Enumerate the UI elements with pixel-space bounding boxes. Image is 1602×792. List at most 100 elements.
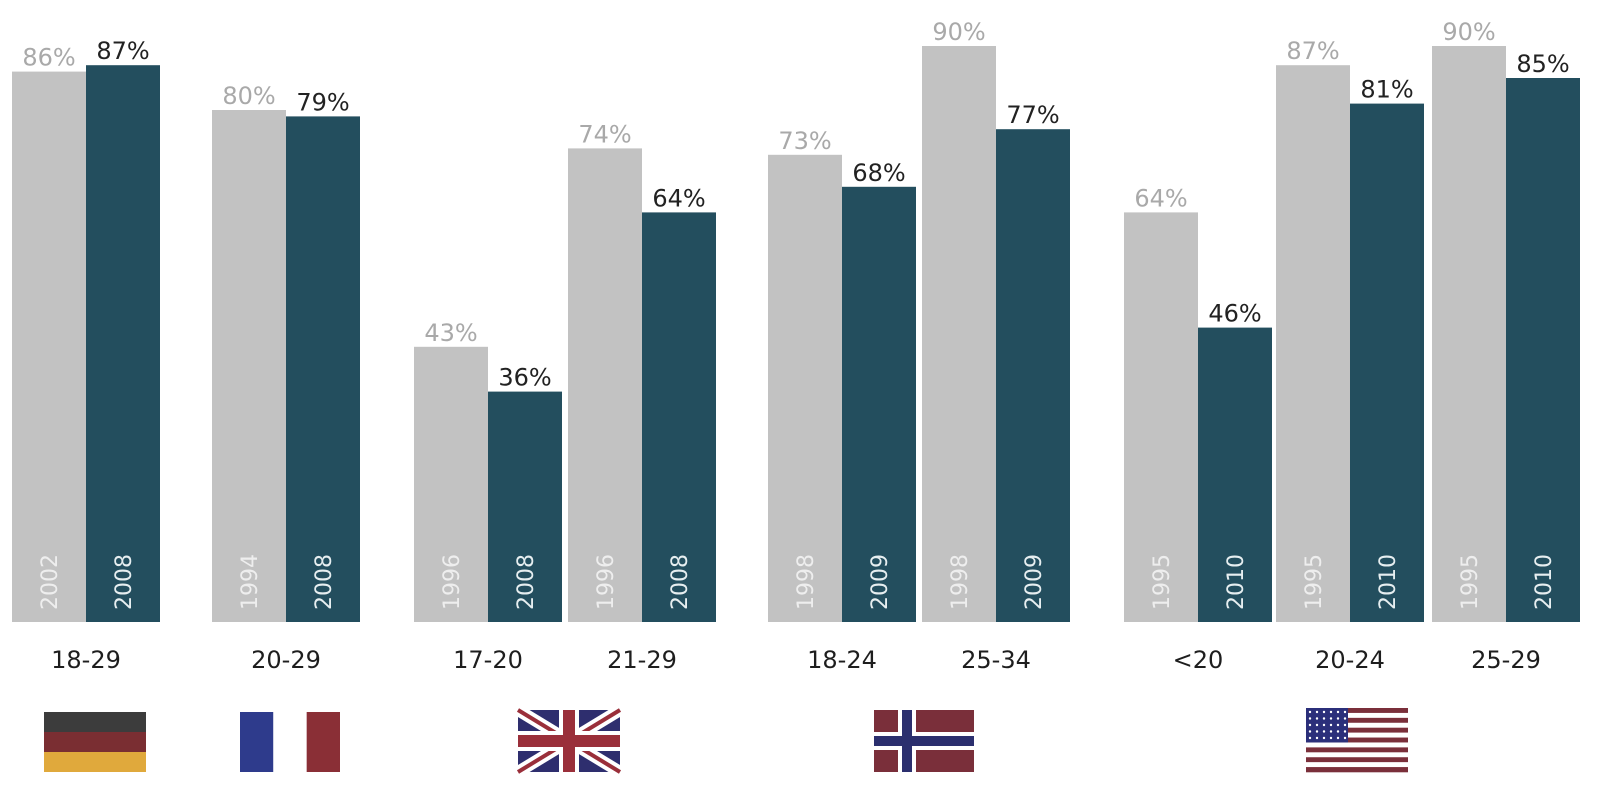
value-label: 81% xyxy=(1360,76,1413,104)
age-group-label: <20 xyxy=(1173,646,1224,674)
age-group-label: 20-29 xyxy=(251,646,321,674)
value-label: 90% xyxy=(1442,18,1495,46)
flag-star xyxy=(1343,730,1347,733)
flag-stripe xyxy=(1306,742,1408,748)
germany-flag-icon xyxy=(44,712,146,772)
flag-star xyxy=(1343,736,1347,740)
bar-25-29-1995 xyxy=(1432,46,1506,622)
bar-21-29-1996 xyxy=(568,148,642,622)
flag-star xyxy=(1315,717,1319,720)
flag-star xyxy=(1308,723,1312,727)
value-label: 85% xyxy=(1516,50,1569,78)
france-flag-icon xyxy=(240,712,340,772)
flag-stripe xyxy=(1306,767,1408,773)
flag-star xyxy=(1329,717,1333,720)
value-label: 74% xyxy=(578,120,631,148)
flag-stripe xyxy=(1306,727,1408,733)
bar-18-24-1998 xyxy=(768,154,842,623)
flag-star xyxy=(1336,710,1340,714)
value-label: 64% xyxy=(652,184,705,212)
year-label: 2008 xyxy=(668,554,693,610)
flag-stripe xyxy=(44,752,146,772)
flag-stripe xyxy=(1306,752,1408,758)
year-label: 2009 xyxy=(868,554,893,610)
flag-stripe xyxy=(44,732,146,752)
year-label: 1994 xyxy=(238,554,263,610)
flag-cross xyxy=(874,736,974,746)
bar-25-34-1998 xyxy=(922,46,996,622)
value-label: 90% xyxy=(932,18,985,46)
age-group-label: 18-24 xyxy=(807,646,877,674)
value-label: 77% xyxy=(1006,101,1059,129)
flag-star xyxy=(1315,730,1319,733)
bar-20-24-2010 xyxy=(1350,103,1424,623)
value-label: 79% xyxy=(296,88,349,116)
flag-star xyxy=(1322,717,1326,720)
flag-star xyxy=(1315,723,1319,727)
flag-stripe xyxy=(1306,717,1408,724)
flag-star xyxy=(1329,723,1333,727)
flag-stripe xyxy=(1306,708,1408,714)
bar-18-29-2002 xyxy=(12,71,86,623)
flag-star xyxy=(1336,717,1340,720)
flag-star xyxy=(1329,730,1333,733)
flag-stripe xyxy=(1306,757,1408,763)
flag-star xyxy=(1308,730,1312,733)
flags-layer xyxy=(44,704,1408,778)
flag-stripe xyxy=(306,712,340,772)
value-label: 43% xyxy=(424,319,477,347)
year-label: 2002 xyxy=(38,554,63,610)
flag-star xyxy=(1343,710,1347,714)
year-label: 2010 xyxy=(1224,554,1249,610)
flag-star xyxy=(1322,736,1326,740)
flag-cross xyxy=(518,735,620,747)
flag-star xyxy=(1343,723,1347,727)
value-label: 80% xyxy=(222,82,275,110)
year-label: 2008 xyxy=(312,554,337,610)
bar-17-20-1996 xyxy=(414,346,488,622)
flag-star xyxy=(1308,736,1312,740)
flag-stripe xyxy=(1306,732,1408,738)
flag-star xyxy=(1336,723,1340,727)
age-group-label: 17-20 xyxy=(453,646,523,674)
year-label: 2010 xyxy=(1532,554,1557,610)
value-label: 68% xyxy=(852,159,905,187)
flag-canton xyxy=(1306,708,1348,743)
year-label: 2008 xyxy=(112,554,137,610)
flag-star xyxy=(1308,710,1312,714)
flag-star xyxy=(1315,736,1319,740)
norway-flag-icon xyxy=(874,710,974,772)
usa-flag-icon xyxy=(1306,708,1408,773)
value-label: 64% xyxy=(1134,184,1187,212)
labels-layer: 86% 2002 87% 2008 18-29 80% 1994 79% 2008 20-29 43… xyxy=(22,18,1569,674)
flag-stripe xyxy=(1306,747,1408,753)
flag-star xyxy=(1329,710,1333,714)
bar-20-29-2008 xyxy=(286,116,360,623)
bar-18-29-2008 xyxy=(86,65,160,622)
flag-stripe xyxy=(44,712,146,732)
flag-stripe xyxy=(273,712,307,772)
year-label: 2010 xyxy=(1376,554,1401,610)
bar-<20-2010 xyxy=(1198,327,1272,622)
bar-21-29-2008 xyxy=(642,212,716,622)
flag-stripe xyxy=(1306,722,1408,728)
bar-17-20-2008 xyxy=(488,391,562,622)
flag-star xyxy=(1315,710,1319,714)
bar-<20-1995 xyxy=(1124,212,1198,622)
flag-stripe xyxy=(1306,712,1408,719)
flag-star xyxy=(1322,710,1326,714)
bar-25-34-2009 xyxy=(996,129,1070,622)
year-label: 1996 xyxy=(594,554,619,610)
uk-flag-icon xyxy=(514,704,624,778)
year-label: 1995 xyxy=(1458,554,1483,610)
flag-stripe xyxy=(240,712,274,772)
value-label: 36% xyxy=(498,364,551,392)
year-label: 1995 xyxy=(1302,554,1327,610)
flag-star xyxy=(1308,717,1312,720)
bar-20-29-1994 xyxy=(212,110,286,622)
value-label: 73% xyxy=(778,127,831,155)
year-label: 1998 xyxy=(794,554,819,610)
flag-stripe xyxy=(1306,737,1408,743)
year-label: 1996 xyxy=(440,554,465,610)
